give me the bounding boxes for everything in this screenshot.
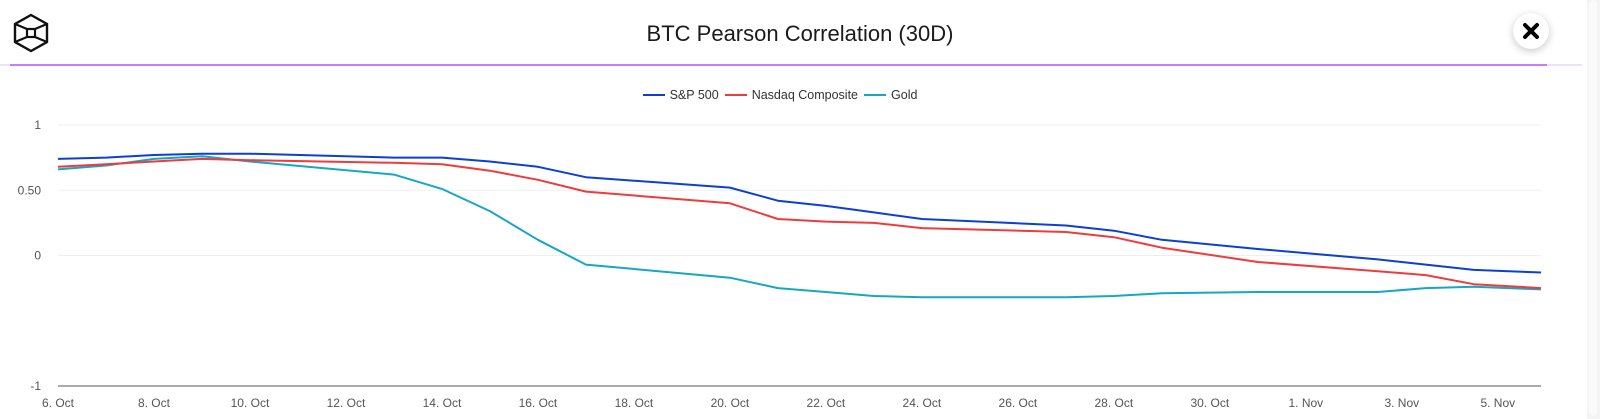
x-tick-label: 30. Oct [1191,396,1230,410]
legend-label-sp500: S&P 500 [669,88,719,102]
close-button[interactable] [1513,13,1549,49]
line-chart: 1 0.50 0 -16. Oct 8. Oct 10. Oct 12. Oct 14. Oc… [18,118,1542,410]
y-tick-label: 0 [34,249,41,263]
legend-label-gold: Gold [891,88,918,102]
x-tick-label: 22. Oct [807,396,846,410]
legend-label-nasdaq: Nasdaq Composite [751,88,859,102]
header-divider [10,64,1547,66]
x-tick-label: 26. Oct [999,396,1038,410]
series-line-s-p-500 [57,152,1542,274]
x-tick-label: 18. Oct [615,396,654,410]
close-icon [1523,23,1539,39]
x-tick-label: 8. Oct [138,396,171,410]
page-title: BTC Pearson Correlation (30D) [646,21,954,46]
x-tick-label: 14. Oct [423,396,462,410]
x-tick-label: 1. Nov [1288,396,1323,410]
scrollbar-thumb[interactable] [1589,0,1597,416]
x-tick-label: 10. Oct [231,396,270,410]
legend-item-gold[interactable]: Gold [864,88,917,102]
x-tick-label: 12. Oct [327,396,366,410]
x-tick-label: 6. Oct [42,396,75,410]
header-divider-right [1547,64,1582,66]
x-tick-label: 28. Oct [1095,396,1134,410]
y-tick-label: 0.50 [18,183,42,197]
header: BTC Pearson Correlation (30D) [0,0,1600,66]
legend-swatch-gold [864,94,887,96]
header-divider-left [0,64,10,66]
x-tick-label: 16. Oct [519,396,558,410]
y-tick-label: -1 [30,379,41,393]
x-tick-label: 20. Oct [711,396,750,410]
y-tick-label: 1 [34,118,41,132]
cube-logo-icon[interactable] [12,13,50,53]
x-tick-label: 3. Nov [1384,396,1419,410]
legend-swatch-sp500 [642,94,665,96]
legend-item-sp500[interactable]: S&P 500 [642,88,719,102]
series-line-nasdaq-composite [57,157,1542,290]
chart-legend: S&P 500 Nasdaq Composite Gold [0,88,1560,102]
series-line-gold [57,155,1542,299]
legend-item-nasdaq[interactable]: Nasdaq Composite [724,88,859,102]
x-tick-label: 24. Oct [903,396,942,410]
x-tick-label: 5. Nov [1480,396,1515,410]
legend-swatch-nasdaq [724,94,747,96]
